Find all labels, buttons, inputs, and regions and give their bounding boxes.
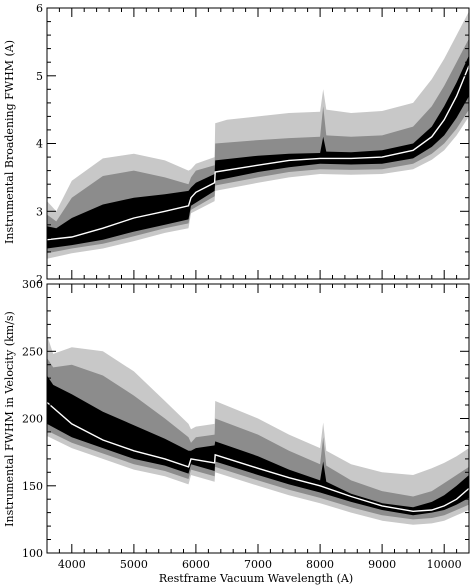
x-axis-title: Restframe Vacuum Wavelength (A) [159, 572, 353, 585]
y-tick-label: 300 [22, 278, 43, 291]
area-bands-top [46, 11, 470, 259]
y-tick-label: 4 [36, 138, 43, 151]
y-tick-label: 100 [22, 547, 43, 560]
x-tick-label: 6000 [182, 558, 210, 571]
x-tick-label: 9000 [368, 558, 396, 571]
y-tick-label: 5 [36, 70, 43, 83]
ticks-bottom: 4000 5000 6000 7000 8000 9000 10000 100 150 200 25… [22, 278, 470, 571]
x-tick-label: 5000 [120, 558, 148, 571]
chart-panel-bottom: 4000 5000 6000 7000 8000 9000 10000 100 150 200 25… [3, 278, 470, 585]
plot-frame-top [46, 7, 470, 280]
plot-frame-bottom [46, 283, 470, 554]
band-outer-bottom [47, 335, 469, 525]
band-inner-top [47, 55, 469, 249]
band-inner-bottom [47, 375, 469, 516]
y-axis-title-top: Instrumental Broadening FWHM (A) [3, 40, 16, 244]
x-tick-label: 8000 [306, 558, 334, 571]
x-tick-label: 7000 [244, 558, 272, 571]
y-tick-label: 3 [36, 205, 43, 218]
median-line-top [46, 65, 470, 241]
x-tick-label: 4000 [58, 558, 86, 571]
y-tick-label: 6 [36, 2, 43, 15]
band-mid-bottom [47, 358, 469, 520]
y-tick-label: 200 [22, 413, 43, 426]
y-tick-label: 250 [22, 345, 43, 358]
y-tick-label: 2 [36, 273, 43, 286]
median-line-bottom [46, 401, 470, 513]
y-axis-title-bottom: Instrumental FWHM in Velocity (km/s) [3, 311, 16, 527]
y-tick-label: 150 [22, 480, 43, 493]
area-bands-bottom [46, 335, 470, 525]
x-tick-label: 10000 [427, 558, 462, 571]
chart-panel-top: 2 3 4 5 6 Instrumental Broadening FWHM (A) [3, 2, 470, 286]
